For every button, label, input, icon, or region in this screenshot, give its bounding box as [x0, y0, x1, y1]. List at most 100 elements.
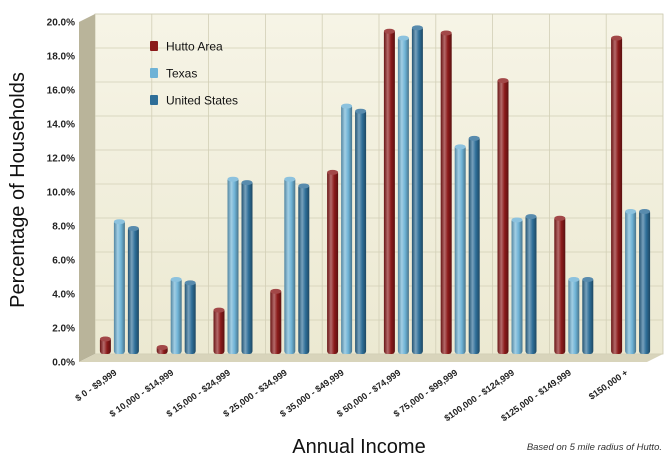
bar-cap — [440, 30, 452, 36]
bar-cap — [227, 176, 239, 182]
bar-cap — [213, 307, 225, 313]
bar-cap — [355, 108, 367, 114]
bar-body — [270, 289, 282, 354]
source-footnote: Based on 5 mile radius of Hutto. — [526, 442, 662, 453]
bar-cap — [184, 280, 196, 286]
bar-body — [170, 277, 182, 354]
bar-body — [298, 184, 310, 354]
bar-body — [213, 308, 225, 354]
y-tick-label: 6.0% — [52, 256, 75, 267]
bar-body — [184, 280, 196, 354]
bar-united-states — [355, 108, 367, 354]
bar-cap — [411, 25, 423, 31]
bar-cap — [639, 209, 651, 214]
bar-hutto-area — [270, 288, 282, 354]
bar-body — [327, 170, 339, 354]
bar-body — [227, 177, 239, 354]
bar-body — [341, 104, 353, 354]
bar-hutto-area — [440, 30, 452, 354]
bar-body — [468, 136, 480, 354]
bar-cap — [454, 144, 466, 150]
bar-united-states — [468, 135, 480, 354]
bar-body — [127, 226, 139, 354]
legend-label: United States — [166, 94, 238, 108]
bar-united-states — [241, 180, 253, 354]
y-tick-label: 20.0% — [47, 18, 75, 29]
bar-texas — [397, 35, 409, 354]
x-axis-title: Annual Income — [292, 436, 425, 458]
bar-cap — [99, 336, 111, 342]
bar-body — [611, 36, 623, 354]
bar-body — [625, 209, 637, 354]
plot-side-wall — [79, 14, 95, 362]
bar-body — [411, 25, 423, 355]
bar-hutto-area — [156, 345, 168, 354]
bar-texas — [341, 103, 353, 354]
y-axis-title: Percentage of Households — [7, 72, 29, 308]
bar-body — [113, 219, 125, 354]
bar-cap — [383, 28, 395, 34]
bar-cap — [113, 219, 125, 225]
bar-body — [511, 218, 523, 354]
bar-texas — [511, 217, 523, 354]
legend-swatch — [150, 95, 158, 105]
bar-texas — [284, 176, 296, 354]
bar-cap — [497, 78, 509, 84]
bar-body — [397, 36, 409, 354]
bar-united-states — [411, 25, 423, 355]
bar-hutto-area — [99, 336, 111, 354]
bar-cap — [127, 226, 139, 231]
y-tick-label: 16.0% — [47, 86, 75, 97]
bar-cap — [156, 345, 168, 350]
bar-texas — [454, 144, 466, 354]
bar-texas — [170, 277, 182, 354]
bar-hutto-area — [554, 215, 566, 354]
plot-floor — [79, 354, 663, 362]
bar-body — [355, 109, 367, 354]
bar-cap — [397, 35, 409, 41]
bar-hutto-area — [327, 169, 339, 354]
bar-body — [440, 31, 452, 354]
bar-body — [383, 29, 395, 355]
bar-texas — [568, 277, 580, 354]
bar-body — [568, 277, 580, 354]
bar-cap — [582, 277, 594, 282]
y-tick-label: 18.0% — [47, 52, 75, 63]
legend-swatch — [150, 41, 158, 51]
y-tick-label: 12.0% — [47, 154, 75, 165]
bar-cap — [241, 180, 253, 186]
bar-hutto-area — [497, 78, 509, 354]
bar-texas — [625, 209, 637, 354]
bar-body — [554, 216, 566, 354]
bar-hutto-area — [611, 35, 623, 354]
bar-united-states — [582, 277, 594, 354]
bar-united-states — [184, 280, 196, 354]
bar-hutto-area — [213, 307, 225, 354]
y-tick-label: 14.0% — [47, 120, 75, 131]
bar-cap — [284, 176, 296, 182]
y-tick-label: 4.0% — [52, 290, 75, 301]
bar-cap — [568, 277, 580, 282]
bar-body — [454, 144, 466, 354]
bar-body — [497, 78, 509, 354]
legend-label: Hutto Area — [166, 40, 223, 54]
x-tick-label: $ 0 - $9,999 — [73, 367, 118, 403]
bar-cap — [625, 209, 637, 214]
bar-united-states — [639, 209, 651, 354]
bar-cap — [511, 217, 523, 223]
bar-body — [284, 177, 296, 354]
bar-united-states — [525, 214, 537, 354]
bar-body — [582, 277, 594, 354]
y-tick-label: 2.0% — [52, 324, 75, 335]
bar-hutto-area — [383, 28, 395, 355]
bar-body — [525, 214, 537, 354]
bar-cap — [170, 277, 182, 282]
y-tick-label: 10.0% — [47, 188, 75, 199]
bar-cap — [298, 183, 310, 189]
bar-cap — [611, 35, 623, 41]
y-tick-label: 0.0% — [52, 358, 75, 369]
bar-cap — [554, 215, 566, 221]
x-tick-label: $150,000 + — [587, 367, 630, 401]
